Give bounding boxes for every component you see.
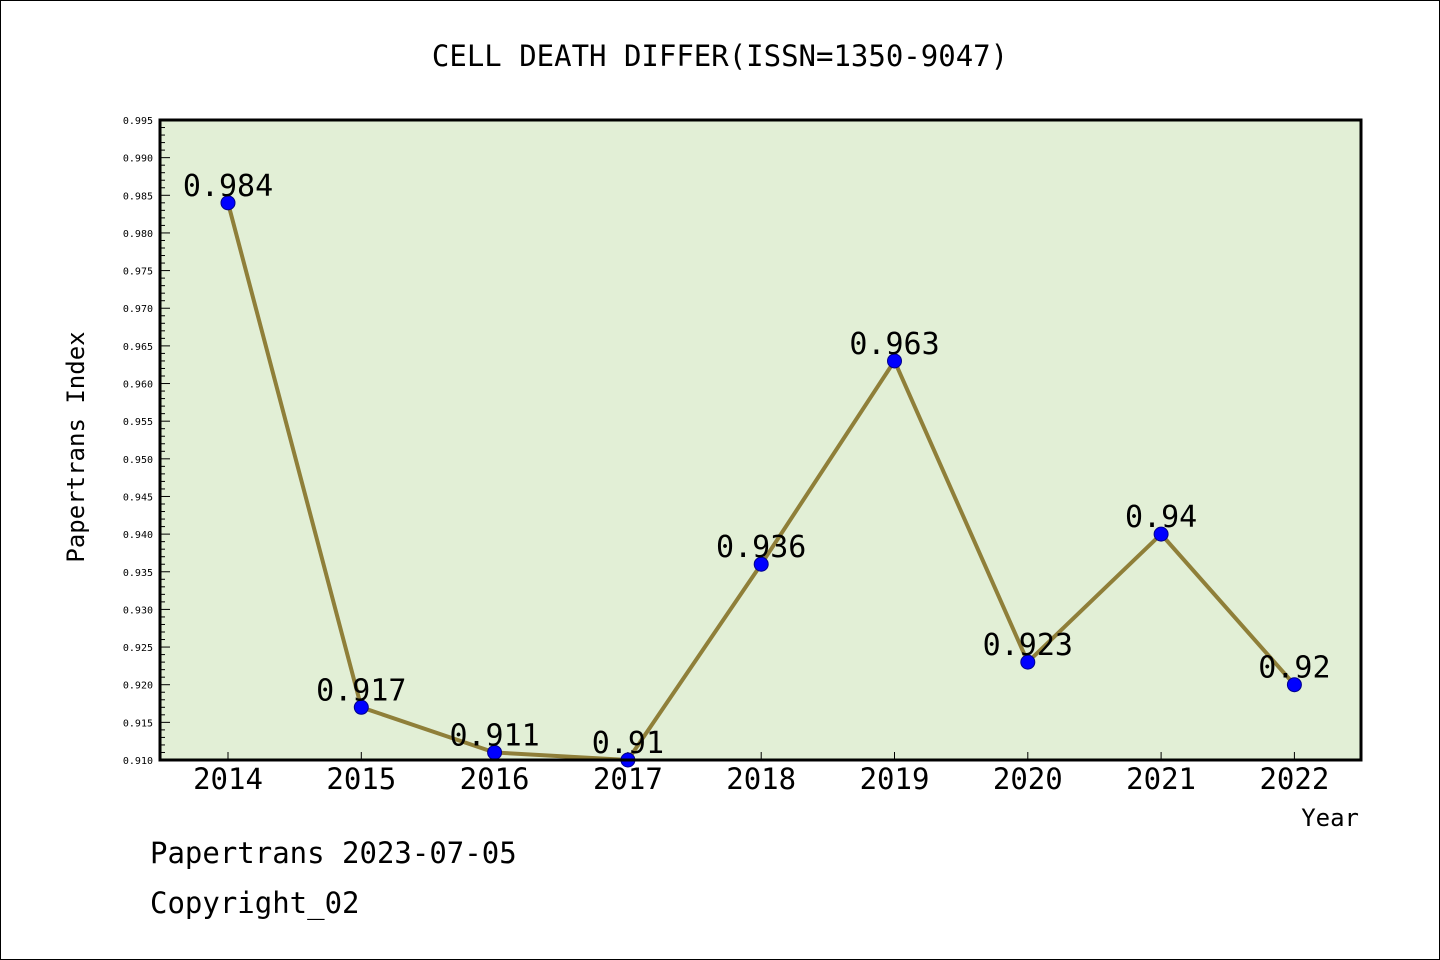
data-point-2022 bbox=[1286, 677, 1302, 693]
y-tick-label: 0.985 bbox=[123, 191, 153, 202]
data-point-2015 bbox=[353, 699, 369, 715]
data-label-2014: 0.984 bbox=[183, 169, 273, 204]
data-label-2018: 0.936 bbox=[716, 530, 806, 565]
y-tick-label: 0.930 bbox=[123, 605, 153, 616]
x-tick-label: 2021 bbox=[1126, 762, 1196, 796]
y-tick-label: 0.955 bbox=[123, 417, 153, 428]
x-tick-label: 2022 bbox=[1259, 762, 1329, 796]
x-axis: 2014 2015 2016 2017 2018 2019 2020 2021 2022 bbox=[193, 752, 1329, 796]
footer-date: Papertrans 2023-07-05 bbox=[150, 836, 517, 870]
y-tick-label: 0.970 bbox=[123, 304, 153, 315]
data-label-2020: 0.923 bbox=[983, 628, 1073, 663]
data-label-2021: 0.94 bbox=[1125, 500, 1197, 535]
y-tick-label: 0.945 bbox=[123, 492, 153, 503]
x-tick-label: 2020 bbox=[993, 762, 1063, 796]
plot-area bbox=[160, 120, 1361, 760]
data-point-2020 bbox=[1020, 654, 1036, 670]
data-label-group: 0.984 0.917 0.911 0.91 0.936 0.963 0.923 0.94 0.… bbox=[183, 169, 1331, 761]
data-label-2016: 0.911 bbox=[449, 718, 539, 753]
x-tick-label: 2015 bbox=[326, 762, 396, 796]
y-tick-label: 0.980 bbox=[123, 229, 153, 240]
x-tick-label: 2018 bbox=[726, 762, 796, 796]
y-tick-label: 0.990 bbox=[123, 154, 153, 165]
data-point-2019 bbox=[887, 353, 902, 369]
y-tick-label: 0.920 bbox=[123, 681, 153, 692]
x-tick-label: 2016 bbox=[460, 762, 530, 796]
y-tick-label: 0.940 bbox=[123, 530, 153, 541]
data-label-2019: 0.963 bbox=[849, 327, 939, 362]
x-tick-label: 2014 bbox=[193, 762, 263, 796]
series-line-group bbox=[220, 195, 1302, 768]
y-axis-label: Papertrans Index bbox=[62, 331, 90, 562]
chart-title: CELL DEATH DIFFER(ISSN=1350-9047) bbox=[432, 39, 1008, 73]
x-tick-label: 2017 bbox=[593, 762, 663, 796]
y-tick-label: 0.965 bbox=[123, 342, 153, 353]
y-tick-label: 0.910 bbox=[123, 756, 153, 767]
data-point-2021 bbox=[1153, 526, 1169, 542]
data-point-2018 bbox=[753, 556, 769, 572]
data-label-2015: 0.917 bbox=[316, 673, 406, 708]
y-axis: 0.910 0.915 0.920 0.925 0.930 0.935 0.940 0.945… bbox=[123, 116, 170, 767]
data-point-2014 bbox=[220, 195, 236, 211]
y-tick-label: 0.915 bbox=[123, 718, 153, 729]
x-axis-label: Year bbox=[1301, 804, 1359, 832]
x-tick-label: 2019 bbox=[860, 762, 930, 796]
y-tick-label: 0.925 bbox=[123, 643, 153, 654]
y-tick-label: 0.995 bbox=[123, 116, 153, 127]
data-label-2017: 0.91 bbox=[592, 726, 664, 761]
y-tick-label: 0.960 bbox=[123, 380, 153, 391]
data-label-2022: 0.92 bbox=[1258, 651, 1330, 686]
y-tick-label: 0.950 bbox=[123, 455, 153, 466]
footer-copyright: Copyright_02 bbox=[150, 886, 360, 921]
y-tick-label: 0.975 bbox=[123, 267, 153, 278]
y-tick-label: 0.935 bbox=[123, 568, 153, 579]
plot-border bbox=[158, 118, 1363, 762]
